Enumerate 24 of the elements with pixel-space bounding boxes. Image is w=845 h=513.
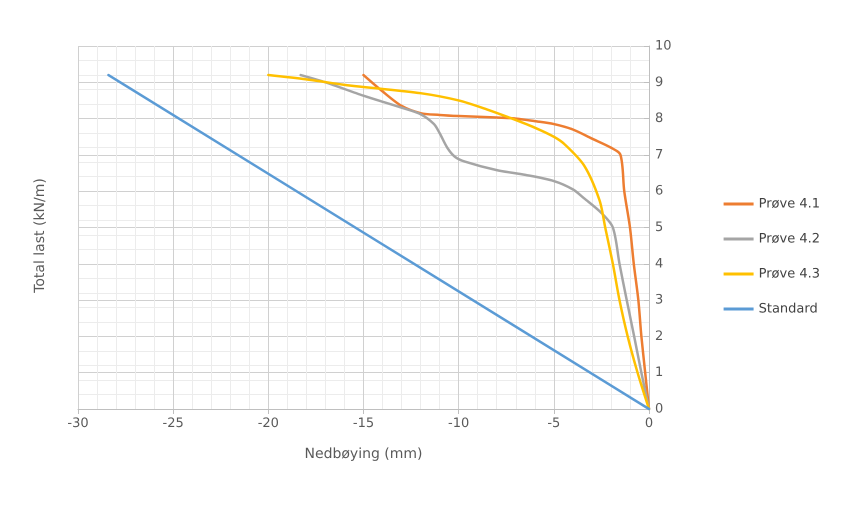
y-tick-label: 5 [655,220,664,235]
y-tick-label: 8 [655,111,664,126]
y-tick-label: 4 [655,256,664,272]
x-tick-label: -25 [162,416,184,431]
legend-label: Prøve 4.2 [758,232,820,246]
y-tick-label: 3 [655,292,664,308]
y-tick-label: 0 [655,402,664,416]
x-tick-label: -15 [352,416,374,431]
y-axis-title: Total last (kN/m) [32,178,48,294]
y-tick-label: 1 [655,365,664,380]
x-tick-label: -5 [547,416,560,431]
y-tick-label: 9 [655,74,664,90]
y-tick-label: 10 [655,38,672,54]
x-tick-label: -20 [258,416,279,431]
legend-label: Standard [758,302,818,316]
x-tick-label: -10 [448,416,470,431]
legend-label: Prøve 4.3 [758,266,820,282]
y-tick-label: 6 [655,184,664,199]
y-tick-label: 7 [655,147,664,162]
x-tick-label: 0 [644,416,654,431]
x-tick-label: -30 [67,416,89,431]
x-axis-title: Nedbøying (mm) [304,446,423,462]
y-tick-label: 2 [655,328,664,344]
legend-label: Prøve 4.1 [758,196,820,212]
